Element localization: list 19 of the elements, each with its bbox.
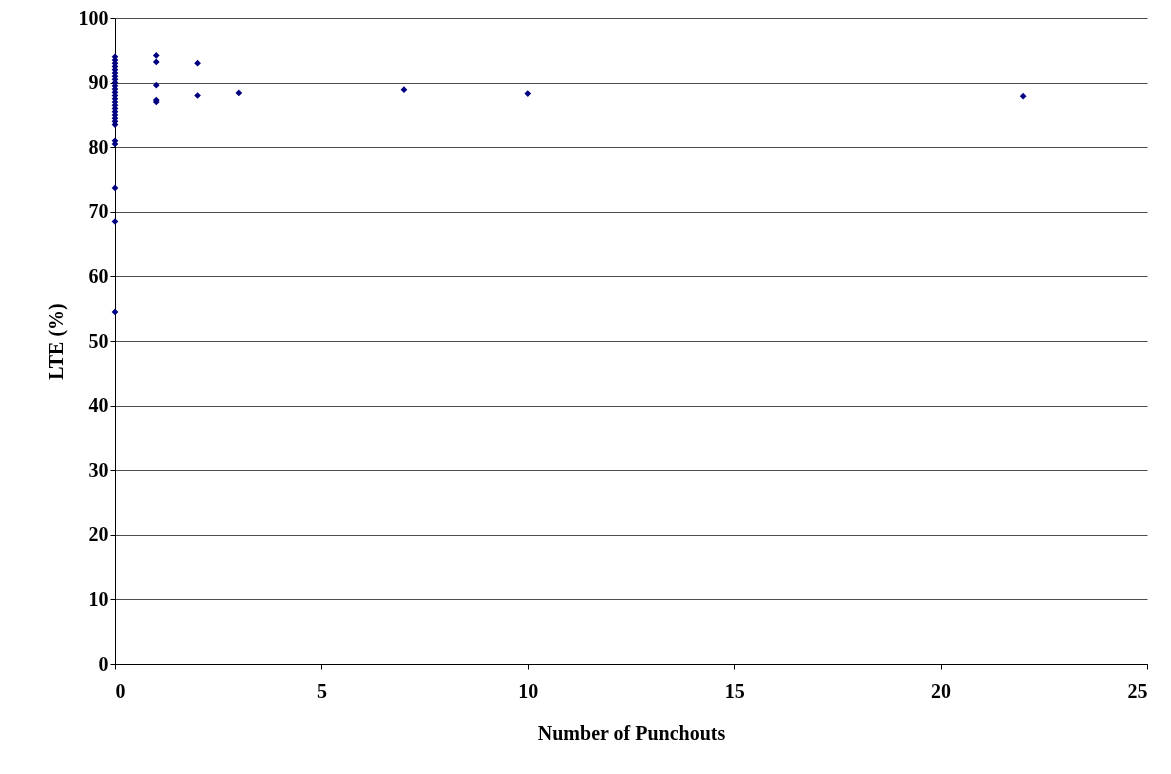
y-tick-label: 90 bbox=[88, 71, 109, 94]
y-tick-label: 40 bbox=[88, 394, 109, 417]
y-tick-label: 30 bbox=[88, 458, 109, 481]
x-tick-label: 15 bbox=[724, 679, 745, 702]
y-tick-label: 100 bbox=[78, 6, 109, 29]
y-tick-label: 60 bbox=[88, 264, 109, 287]
y-tick-label: 0 bbox=[98, 652, 109, 675]
x-tick-label: 25 bbox=[1127, 679, 1148, 702]
y-tick-label: 70 bbox=[88, 200, 109, 223]
x-tick-label: 0 bbox=[115, 679, 126, 702]
x-tick-label: 5 bbox=[316, 679, 327, 702]
x-axis-title: Number of Punchouts bbox=[537, 721, 726, 744]
x-tick-label: 20 bbox=[931, 679, 952, 702]
y-tick-label: 10 bbox=[88, 587, 109, 610]
y-tick-label: 20 bbox=[88, 523, 109, 546]
y-axis-title: LTE (%) bbox=[44, 303, 68, 380]
y-tick-label: 80 bbox=[88, 135, 109, 158]
y-tick-label: 50 bbox=[88, 329, 109, 352]
x-tick-label: 10 bbox=[518, 679, 539, 702]
